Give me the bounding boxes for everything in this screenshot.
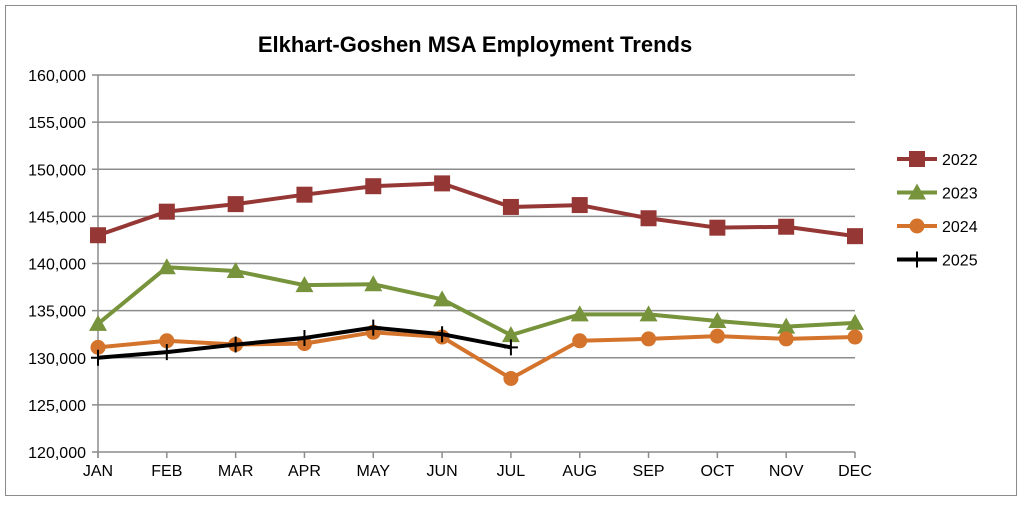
data-point-square: [709, 219, 726, 236]
data-point-circle: [159, 333, 175, 349]
x-tick-label: JUL: [497, 463, 526, 480]
series-line-2023: [96, 265, 856, 338]
data-point-triangle: [708, 311, 727, 328]
data-point-triangle: [908, 183, 926, 200]
x-tick-label: AUG: [562, 463, 597, 480]
data-point-plus: [91, 349, 105, 366]
data-point-square: [909, 151, 925, 167]
x-tick-label: JAN: [83, 463, 113, 480]
series-line-2022: [97, 181, 856, 239]
data-point-plus: [910, 251, 924, 268]
chart-title: Elkhart-Goshen MSA Employment Trends: [258, 32, 692, 57]
data-point-square: [778, 218, 795, 235]
legend-item-2022: 2022: [897, 151, 978, 169]
series-2024: [90, 324, 863, 386]
y-tick-label: 150,000: [28, 162, 86, 179]
series-2023: [89, 258, 864, 343]
y-tick-label: 155,000: [28, 115, 86, 132]
data-point-square: [847, 228, 863, 245]
data-point-circle: [90, 339, 106, 355]
data-point-square: [502, 198, 519, 215]
x-tick-label: FEB: [151, 463, 182, 480]
data-point-circle: [641, 331, 657, 347]
x-tick-label: MAR: [218, 463, 254, 480]
data-point-triangle: [295, 276, 314, 293]
data-point-plus: [366, 319, 381, 336]
y-tick-label: 145,000: [28, 209, 86, 226]
y-tick-label: 140,000: [28, 257, 86, 274]
data-point-plus: [503, 339, 518, 356]
y-tick-label: 120,000: [28, 445, 86, 462]
data-point-triangle: [639, 305, 658, 322]
x-tick-label: SEP: [633, 463, 665, 480]
x-tick-label: OCT: [700, 463, 734, 480]
legend-item-2024: 2024: [897, 218, 978, 236]
series-2025: [91, 319, 518, 366]
data-point-circle: [909, 218, 925, 234]
data-point-plus: [159, 344, 174, 361]
data-point-square: [296, 186, 313, 203]
data-point-square: [640, 210, 657, 227]
data-point-plus: [435, 326, 450, 343]
y-tick-label: 160,000: [28, 68, 86, 85]
x-tick-label: NOV: [769, 463, 804, 480]
data-point-triangle: [570, 305, 589, 322]
x-tick-label: DEC: [838, 463, 872, 480]
data-point-triangle: [501, 326, 520, 343]
data-point-triangle: [157, 258, 176, 275]
data-point-triangle: [364, 275, 383, 292]
legend-label: 2025: [942, 253, 978, 270]
data-point-square: [434, 175, 451, 192]
data-point-square: [227, 196, 244, 213]
data-point-square: [571, 197, 588, 214]
legend-item-2023: 2023: [897, 183, 978, 203]
data-point-triangle: [89, 314, 107, 331]
data-point-plus: [297, 329, 312, 346]
data-point-circle: [572, 333, 588, 349]
data-point-plus: [228, 336, 243, 353]
x-tick-label: APR: [288, 463, 321, 480]
series-2022: [90, 175, 863, 245]
data-point-circle: [709, 328, 725, 344]
x-tick-label: MAY: [357, 463, 391, 480]
legend-label: 2022: [942, 152, 978, 169]
data-point-triangle: [846, 313, 864, 330]
x-tick-label: JUN: [427, 463, 458, 480]
data-point-square: [90, 227, 106, 244]
y-tick-label: 130,000: [28, 351, 86, 368]
data-point-triangle: [777, 317, 796, 334]
data-point-circle: [503, 370, 519, 386]
data-point-square: [365, 178, 382, 195]
data-point-triangle: [433, 290, 452, 307]
y-tick-label: 135,000: [28, 304, 86, 321]
data-point-triangle: [226, 262, 245, 279]
data-point-circle: [778, 331, 794, 347]
data-point-circle: [847, 329, 863, 345]
y-tick-label: 125,000: [28, 398, 86, 415]
legend-item-2025: 2025: [897, 251, 978, 270]
chart-frame: [5, 5, 1017, 496]
legend-label: 2024: [942, 219, 978, 236]
legend-label: 2023: [942, 186, 978, 203]
data-point-square: [158, 203, 175, 220]
